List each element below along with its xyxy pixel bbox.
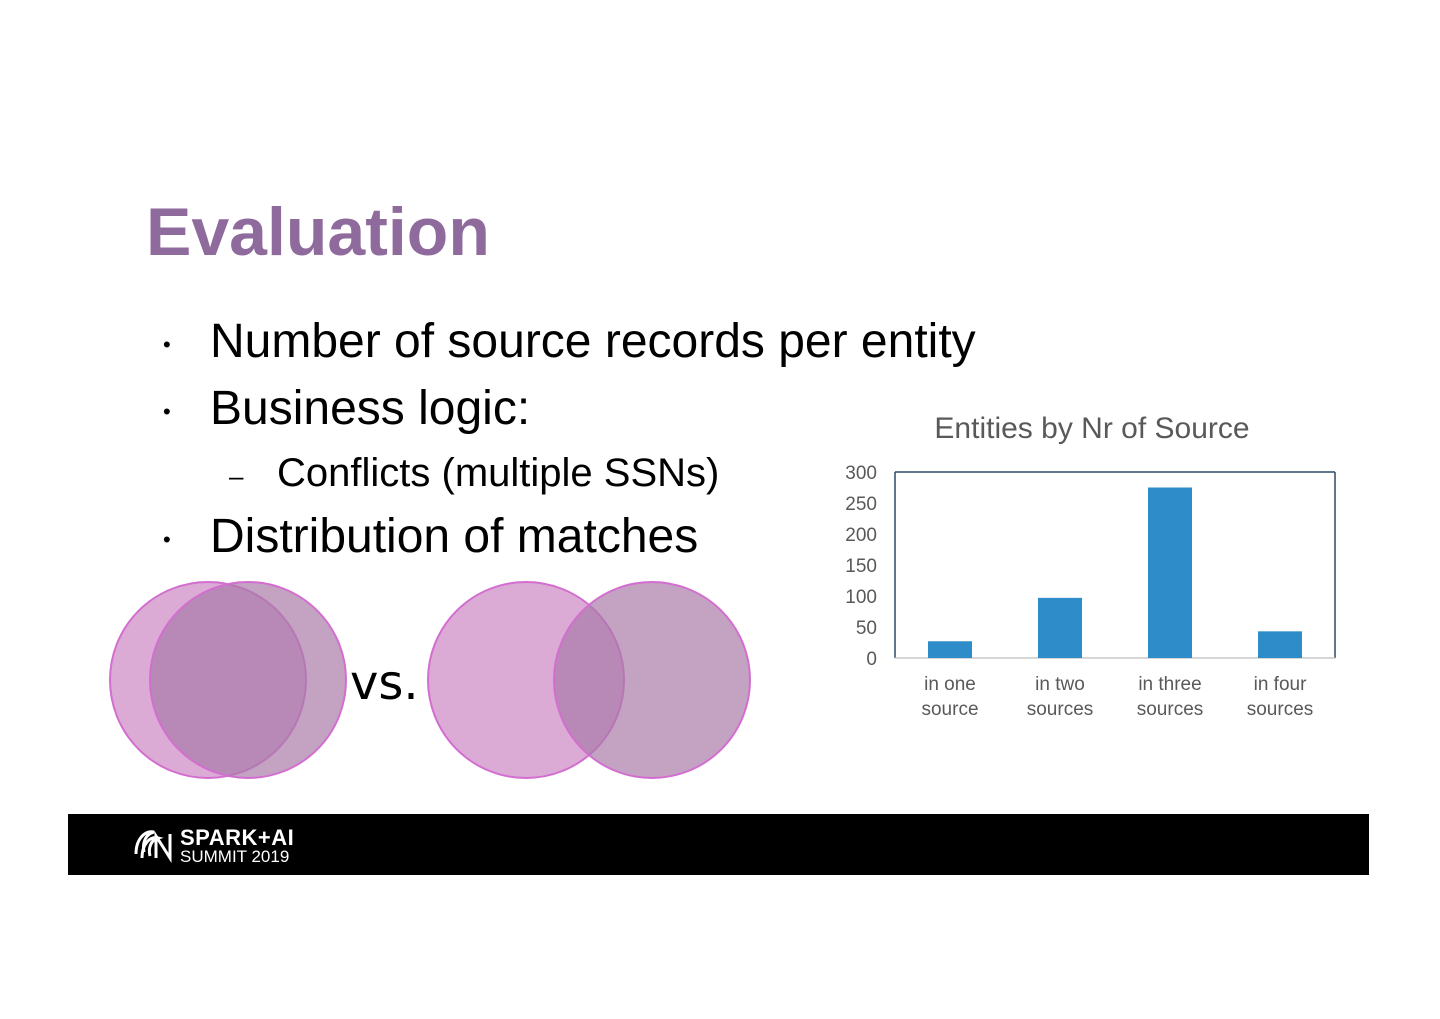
y-tick-label: 250 (845, 494, 877, 515)
bar (1038, 597, 1082, 658)
x-tick-label: in one (924, 674, 976, 695)
y-tick-label: 150 (845, 556, 877, 577)
bar (928, 641, 972, 658)
x-tick-label: source (921, 699, 978, 720)
y-tick-label: 300 (845, 463, 877, 484)
y-tick-label: 200 (845, 525, 877, 546)
y-tick-label: 50 (856, 618, 877, 639)
bullet-marker: • (163, 527, 171, 552)
vs-label: vs. (350, 655, 419, 711)
bullet-business-logic: Business logic: (210, 382, 531, 435)
bullet-records-per-entity: Number of source records per entity (210, 315, 976, 368)
bullet-marker: • (163, 399, 171, 424)
venn-diagrams (109, 581, 751, 779)
bar (1148, 487, 1192, 658)
entities-bar-chart: Entities by Nr of Source 0 50 100 150 200 250… (845, 412, 1336, 720)
x-tick-label: sources (1027, 699, 1094, 720)
slide-title: Evaluation (146, 194, 490, 270)
summit-logo: SPARK+AI SUMMIT 2019 (132, 824, 294, 869)
bullet-distribution: Distribution of matches (210, 510, 699, 563)
x-tick-label: in four (1254, 674, 1307, 695)
footer-bar: SPARK+AI SUMMIT 2019 (68, 814, 1369, 875)
chart-title: Entities by Nr of Source (934, 412, 1249, 445)
x-tick-label: in two (1035, 674, 1085, 695)
venn-circle-right (553, 581, 751, 779)
y-tick-label: 100 (845, 587, 877, 608)
bar (1258, 631, 1302, 658)
venn-low-overlap (427, 581, 751, 779)
x-tick-label: in three (1138, 674, 1201, 695)
y-tick-label: 0 (866, 649, 877, 670)
venn-circle-right (149, 581, 347, 779)
bullet-marker: • (163, 332, 171, 357)
x-tick-label: sources (1137, 699, 1204, 720)
spark-summit-logo-icon (134, 830, 172, 864)
sub-bullet-marker: – (229, 461, 244, 491)
sub-bullet-conflicts: Conflicts (multiple SSNs) (277, 451, 720, 495)
logo-text-summit-2019: SUMMIT 2019 (180, 847, 290, 866)
logo-text-spark-ai: SPARK+AI (180, 825, 295, 850)
venn-high-overlap (109, 581, 347, 779)
x-tick-label: sources (1247, 699, 1314, 720)
